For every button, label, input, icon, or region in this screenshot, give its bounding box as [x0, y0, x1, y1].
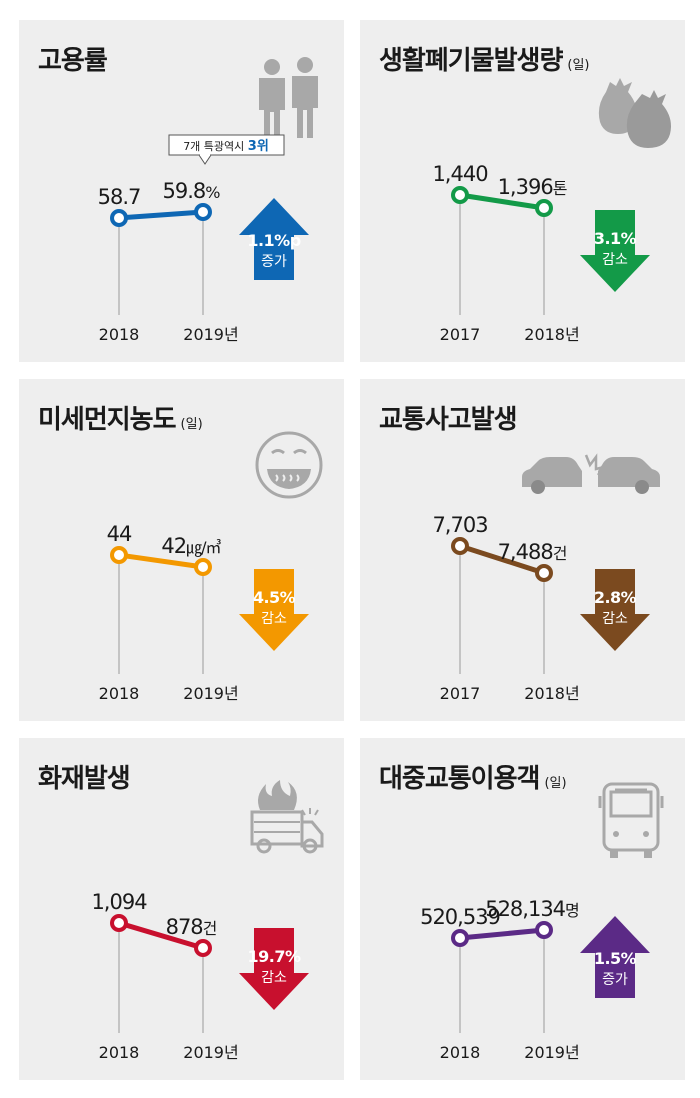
data-point: [451, 186, 469, 204]
change-direction-label: 감소: [602, 611, 628, 627]
data-label: 59.8%: [163, 179, 221, 203]
x-tick-label: 2018: [99, 684, 140, 703]
rank-callout-box: [168, 134, 285, 156]
data-label: 520,539: [420, 905, 500, 929]
x-tick-label: 2019년: [183, 1043, 238, 1062]
data-point: [194, 939, 212, 957]
data-point: [110, 209, 128, 227]
data-label: 58.7: [98, 185, 141, 209]
panel-title: 교통사고발생: [379, 405, 518, 435]
data-point: [535, 199, 553, 217]
x-tick-label: 2018년: [524, 684, 579, 703]
panel-title: 화재발생: [38, 764, 131, 794]
panel-employment-rate: 고용률 58.7 59.8% 2018 2019년 1.1%p 증가 7개 특광역시 3위: [19, 20, 344, 362]
x-tick-label: 2019년: [183, 684, 238, 703]
change-direction-label: 감소: [261, 970, 287, 986]
change-direction-label: 증가: [602, 972, 628, 988]
x-tick-label: 2018: [99, 1043, 140, 1062]
data-label: 878건: [166, 915, 217, 939]
decrease-arrow: [580, 569, 650, 651]
increase-arrow: [239, 198, 309, 280]
data-point: [194, 203, 212, 221]
series-line: [118, 209, 204, 221]
fire-truck-icon: [250, 780, 324, 854]
trash-bags-icon: [598, 78, 671, 148]
panel-public-transit: 대중교통이용객 (일) 520,539 528,134명 2018 2019년 1.5% 증…: [360, 738, 685, 1080]
rank-callout-pointer: [198, 154, 212, 165]
panel-fine-dust: 미세먼지농도 (일) 44 42㎍/㎥ 2018 2019년 4.5% 감소: [19, 379, 344, 721]
rank-callout-text: 7개 특광역시 3위: [183, 139, 269, 154]
people-icon: [259, 57, 318, 140]
panel-fires: 화재발생 1,094 878건 2018 2019년 19.7% 감소: [19, 738, 344, 1080]
x-tick-label: 2018: [440, 1043, 481, 1062]
chart-svg: 44 42㎍/㎥ 2018 2019년 4.5% 감소: [99, 431, 323, 703]
data-label: 7,488건: [498, 540, 567, 564]
chart-svg: 58.7 59.8% 2018 2019년 1.1%p 증가 7개 특광역시 3위: [98, 57, 318, 344]
dust-mask-face-icon: [255, 431, 323, 499]
data-point: [451, 537, 469, 555]
chart-svg: 7,703 7,488건 2017 2018년 2.8% 감소: [432, 453, 660, 703]
decrease-arrow: [580, 210, 650, 292]
series-line: [118, 920, 204, 951]
series-line: [118, 552, 204, 570]
data-label: 1,440: [432, 162, 487, 186]
change-direction-label: 감소: [602, 252, 628, 268]
data-label: 44: [107, 522, 132, 546]
panel-title: 대중교통이용객 (일): [379, 764, 567, 794]
series-line: [459, 543, 545, 576]
series-line: [459, 192, 545, 211]
change-value: 1.1%p: [247, 231, 300, 250]
data-label: 1,396톤: [498, 175, 567, 199]
data-label: 7,703: [432, 513, 487, 537]
decrease-arrow: [239, 928, 309, 1010]
change-direction-label: 증가: [261, 254, 287, 270]
x-tick-label: 2017: [440, 684, 481, 703]
data-point: [110, 546, 128, 564]
x-tick-label: 2019년: [183, 325, 238, 344]
bus-icon: [598, 782, 664, 858]
panel-title: 생활폐기물발생량 (일): [379, 46, 590, 76]
panel-title: 고용률: [38, 46, 108, 76]
change-value: 4.5%: [253, 588, 296, 607]
chart-svg: 1,094 878건 2018 2019년 19.7% 감소: [91, 780, 324, 1062]
data-label: 528,134명: [485, 897, 579, 921]
change-value: 2.8%: [594, 588, 637, 607]
change-value: 19.7%: [247, 947, 300, 966]
panel-traffic-accidents: 교통사고발생 7,703 7,488건 2017 2018년 2.8% 감소: [360, 379, 685, 721]
data-point: [110, 914, 128, 932]
change-direction-label: 감소: [261, 611, 287, 627]
change-value: 1.5%: [594, 949, 637, 968]
panel-title: 미세먼지농도 (일): [38, 405, 203, 435]
increase-arrow: [580, 916, 650, 998]
x-tick-label: 2017: [440, 325, 481, 344]
data-point: [535, 564, 553, 582]
data-label: 1,094: [91, 890, 147, 914]
series-line: [459, 927, 545, 941]
change-value: 3.1%: [594, 229, 637, 248]
x-tick-label: 2019년: [524, 1043, 579, 1062]
data-point: [194, 558, 212, 576]
data-point: [451, 929, 469, 947]
car-crash-icon: [522, 453, 660, 494]
panel-household-waste: 생활폐기물발생량 (일) 1,440 1,396톤 2017 2018년 3.1% 감소: [360, 20, 685, 362]
data-point: [535, 921, 553, 939]
data-label: 42㎍/㎥: [161, 534, 221, 558]
chart-svg: 1,440 1,396톤 2017 2018년 3.1% 감소: [432, 78, 671, 344]
decrease-arrow: [239, 569, 309, 651]
x-tick-label: 2018년: [524, 325, 579, 344]
x-tick-label: 2018: [99, 325, 140, 344]
